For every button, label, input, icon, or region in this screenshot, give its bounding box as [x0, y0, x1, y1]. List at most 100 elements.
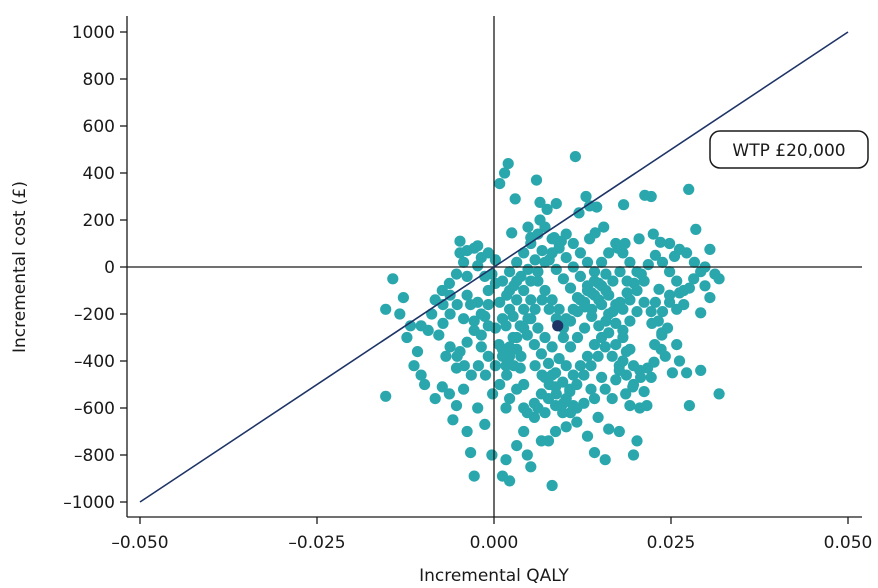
data-point — [479, 418, 491, 430]
data-point — [494, 296, 506, 308]
data-point — [606, 393, 618, 405]
data-point — [596, 331, 608, 344]
data-point — [461, 336, 473, 348]
data-point — [574, 360, 587, 372]
data-point — [518, 425, 530, 438]
data-point — [560, 252, 572, 264]
data-point — [617, 324, 629, 336]
data-point — [493, 339, 505, 351]
data-point — [401, 331, 413, 344]
data-point — [528, 339, 541, 351]
data-point — [631, 435, 643, 447]
data-point — [704, 243, 716, 255]
data-point — [436, 381, 448, 393]
data-point — [525, 294, 537, 306]
data-point — [550, 198, 562, 210]
data-point — [479, 369, 492, 381]
data-point — [574, 270, 587, 282]
data-point — [440, 350, 452, 362]
data-point — [607, 306, 619, 318]
data-point — [529, 360, 541, 372]
data-point — [635, 371, 647, 383]
data-point — [522, 313, 534, 325]
data-point — [444, 308, 456, 320]
data-point — [567, 369, 579, 381]
data-point — [494, 178, 506, 190]
data-point — [600, 315, 612, 327]
data-point — [699, 280, 711, 292]
data-point — [522, 263, 534, 275]
y-tick-label: –200 — [74, 305, 115, 325]
data-point — [454, 247, 466, 259]
data-point — [504, 341, 516, 353]
data-point — [529, 303, 541, 315]
data-point — [688, 256, 701, 268]
data-point — [468, 470, 480, 482]
data-point — [518, 303, 530, 315]
data-point — [664, 237, 676, 250]
data-point — [489, 360, 501, 372]
data-point — [522, 221, 534, 233]
data-point — [494, 378, 506, 391]
data-point — [534, 196, 546, 208]
data-point — [579, 296, 591, 308]
data-point — [573, 207, 585, 219]
data-point — [475, 329, 487, 341]
data-point — [536, 369, 548, 381]
data-point — [458, 360, 470, 372]
data-point — [564, 407, 577, 419]
data-point — [557, 331, 570, 344]
data-point — [678, 299, 690, 311]
data-point — [530, 174, 543, 186]
data-point — [581, 256, 594, 268]
data-point — [535, 435, 548, 447]
wtp-callout-label: WTP £20,000 — [732, 141, 845, 161]
data-point — [458, 256, 470, 268]
data-point — [454, 235, 466, 247]
x-axis-title: Incremental QALY — [419, 566, 569, 586]
data-point — [541, 203, 553, 215]
data-point — [536, 294, 548, 306]
data-point — [588, 393, 601, 405]
data-point — [673, 355, 686, 367]
data-point — [500, 402, 512, 414]
data-point — [380, 303, 392, 315]
data-point — [404, 320, 417, 332]
data-point — [645, 371, 657, 383]
data-point — [610, 339, 622, 351]
data-point — [472, 402, 484, 414]
data-point — [571, 331, 584, 344]
data-point — [550, 263, 562, 275]
data-point — [458, 383, 470, 395]
data-point — [550, 425, 562, 438]
data-point — [508, 360, 520, 372]
data-point — [613, 360, 625, 372]
data-point — [419, 378, 431, 391]
data-point — [591, 201, 603, 213]
data-point — [532, 275, 544, 287]
y-tick-label: –1000 — [63, 493, 115, 513]
data-point — [642, 362, 654, 374]
data-point — [461, 270, 473, 282]
data-point — [624, 343, 636, 355]
data-point — [479, 270, 491, 282]
data-point — [620, 369, 633, 381]
data-point — [678, 284, 690, 297]
wtp-callout-box — [709, 130, 869, 169]
data-point — [580, 190, 592, 203]
data-point — [482, 320, 494, 332]
data-point — [380, 390, 392, 402]
data-point — [397, 292, 409, 304]
data-point — [581, 350, 594, 362]
data-point — [593, 277, 605, 289]
data-point — [557, 273, 570, 285]
data-point — [475, 308, 487, 320]
data-point — [511, 256, 523, 268]
data-point — [610, 374, 622, 386]
data-point — [683, 183, 695, 195]
data-point — [387, 273, 399, 285]
data-point — [607, 275, 619, 287]
data-point — [627, 449, 640, 461]
data-point — [543, 378, 555, 391]
data-point — [606, 350, 618, 362]
